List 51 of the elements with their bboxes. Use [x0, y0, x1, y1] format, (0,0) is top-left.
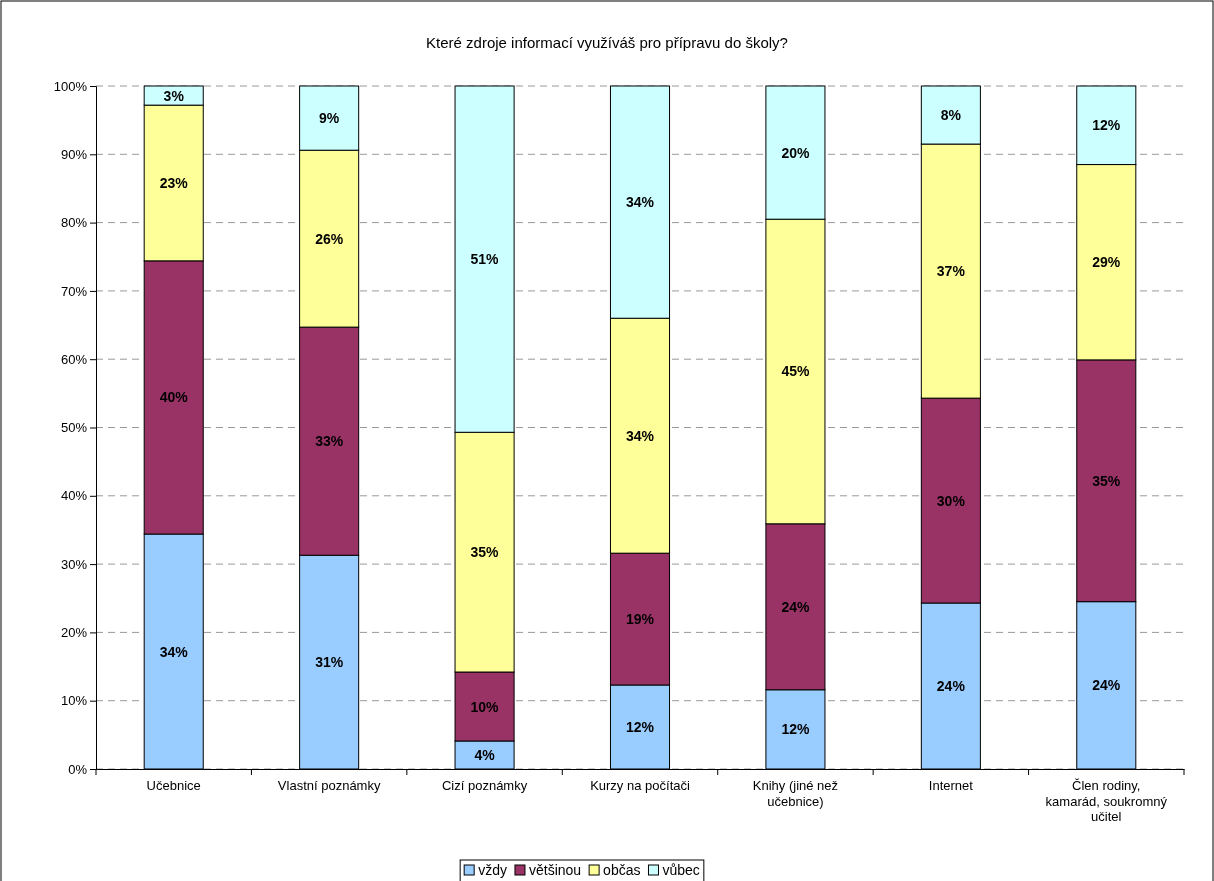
x-tick-label: Knihy (jiné než učebnice) [752, 778, 839, 809]
data-label: 8% [940, 107, 962, 124]
legend-label: vždy [478, 862, 507, 878]
data-label: 20% [781, 144, 810, 161]
y-tick-label: 90% [60, 146, 88, 162]
y-tick-label: 40% [60, 488, 88, 504]
data-label: 4% [474, 747, 496, 763]
y-tick-label: 20% [60, 625, 88, 641]
data-label: 35% [1092, 472, 1121, 489]
data-label: 29% [1092, 254, 1121, 271]
x-tick-label: Internet [928, 778, 974, 794]
data-label: 40% [159, 389, 189, 406]
data-label: 34% [625, 194, 655, 211]
legend-label: většinou [528, 862, 582, 878]
x-tick-label: Cizí poznámky [441, 778, 528, 794]
y-tick-label: 50% [60, 420, 88, 436]
data-label: 45% [781, 363, 810, 380]
data-label: 30% [936, 492, 966, 509]
y-tick-label: 0% [68, 761, 88, 777]
y-tick-label: 30% [60, 556, 88, 572]
data-label: 51% [470, 251, 500, 268]
x-tick-label: Kurzy na počítači [590, 778, 690, 794]
y-tick-label: 70% [60, 283, 88, 299]
y-tick-label: 80% [60, 215, 88, 231]
x-tick-label: Učebnice [146, 778, 201, 794]
x-tick-label: Člen rodiny, kamarád, soukromný učitel [1045, 778, 1168, 825]
x-tick-label: Vlastní poznámky [277, 778, 381, 794]
data-label: 12% [781, 721, 810, 738]
data-label: 37% [936, 263, 966, 280]
data-label: 34% [625, 427, 655, 444]
data-label: 34% [159, 643, 189, 660]
chart-title: Které zdroje informací využíváš pro přípravu do školy? [426, 34, 788, 51]
data-label: 19% [625, 611, 655, 628]
data-label: 10% [470, 698, 500, 715]
y-tick-label: 60% [60, 351, 88, 367]
data-label: 33% [315, 433, 344, 450]
data-label: 24% [936, 678, 966, 695]
legend-label: občas [603, 862, 641, 878]
data-label: 12% [1092, 117, 1121, 134]
legend-label: vůbec [662, 862, 700, 878]
y-tick-label: 10% [60, 693, 88, 709]
data-label: 23% [159, 174, 189, 191]
data-label: 26% [315, 230, 344, 247]
data-label: 24% [1092, 677, 1121, 694]
data-label: 3% [163, 87, 185, 104]
y-tick-label: 100% [53, 78, 88, 94]
data-label: 9% [319, 110, 340, 127]
data-label: 31% [315, 654, 344, 671]
data-label: 12% [625, 719, 655, 735]
data-label: 35% [470, 544, 500, 561]
data-label: 24% [781, 598, 810, 615]
